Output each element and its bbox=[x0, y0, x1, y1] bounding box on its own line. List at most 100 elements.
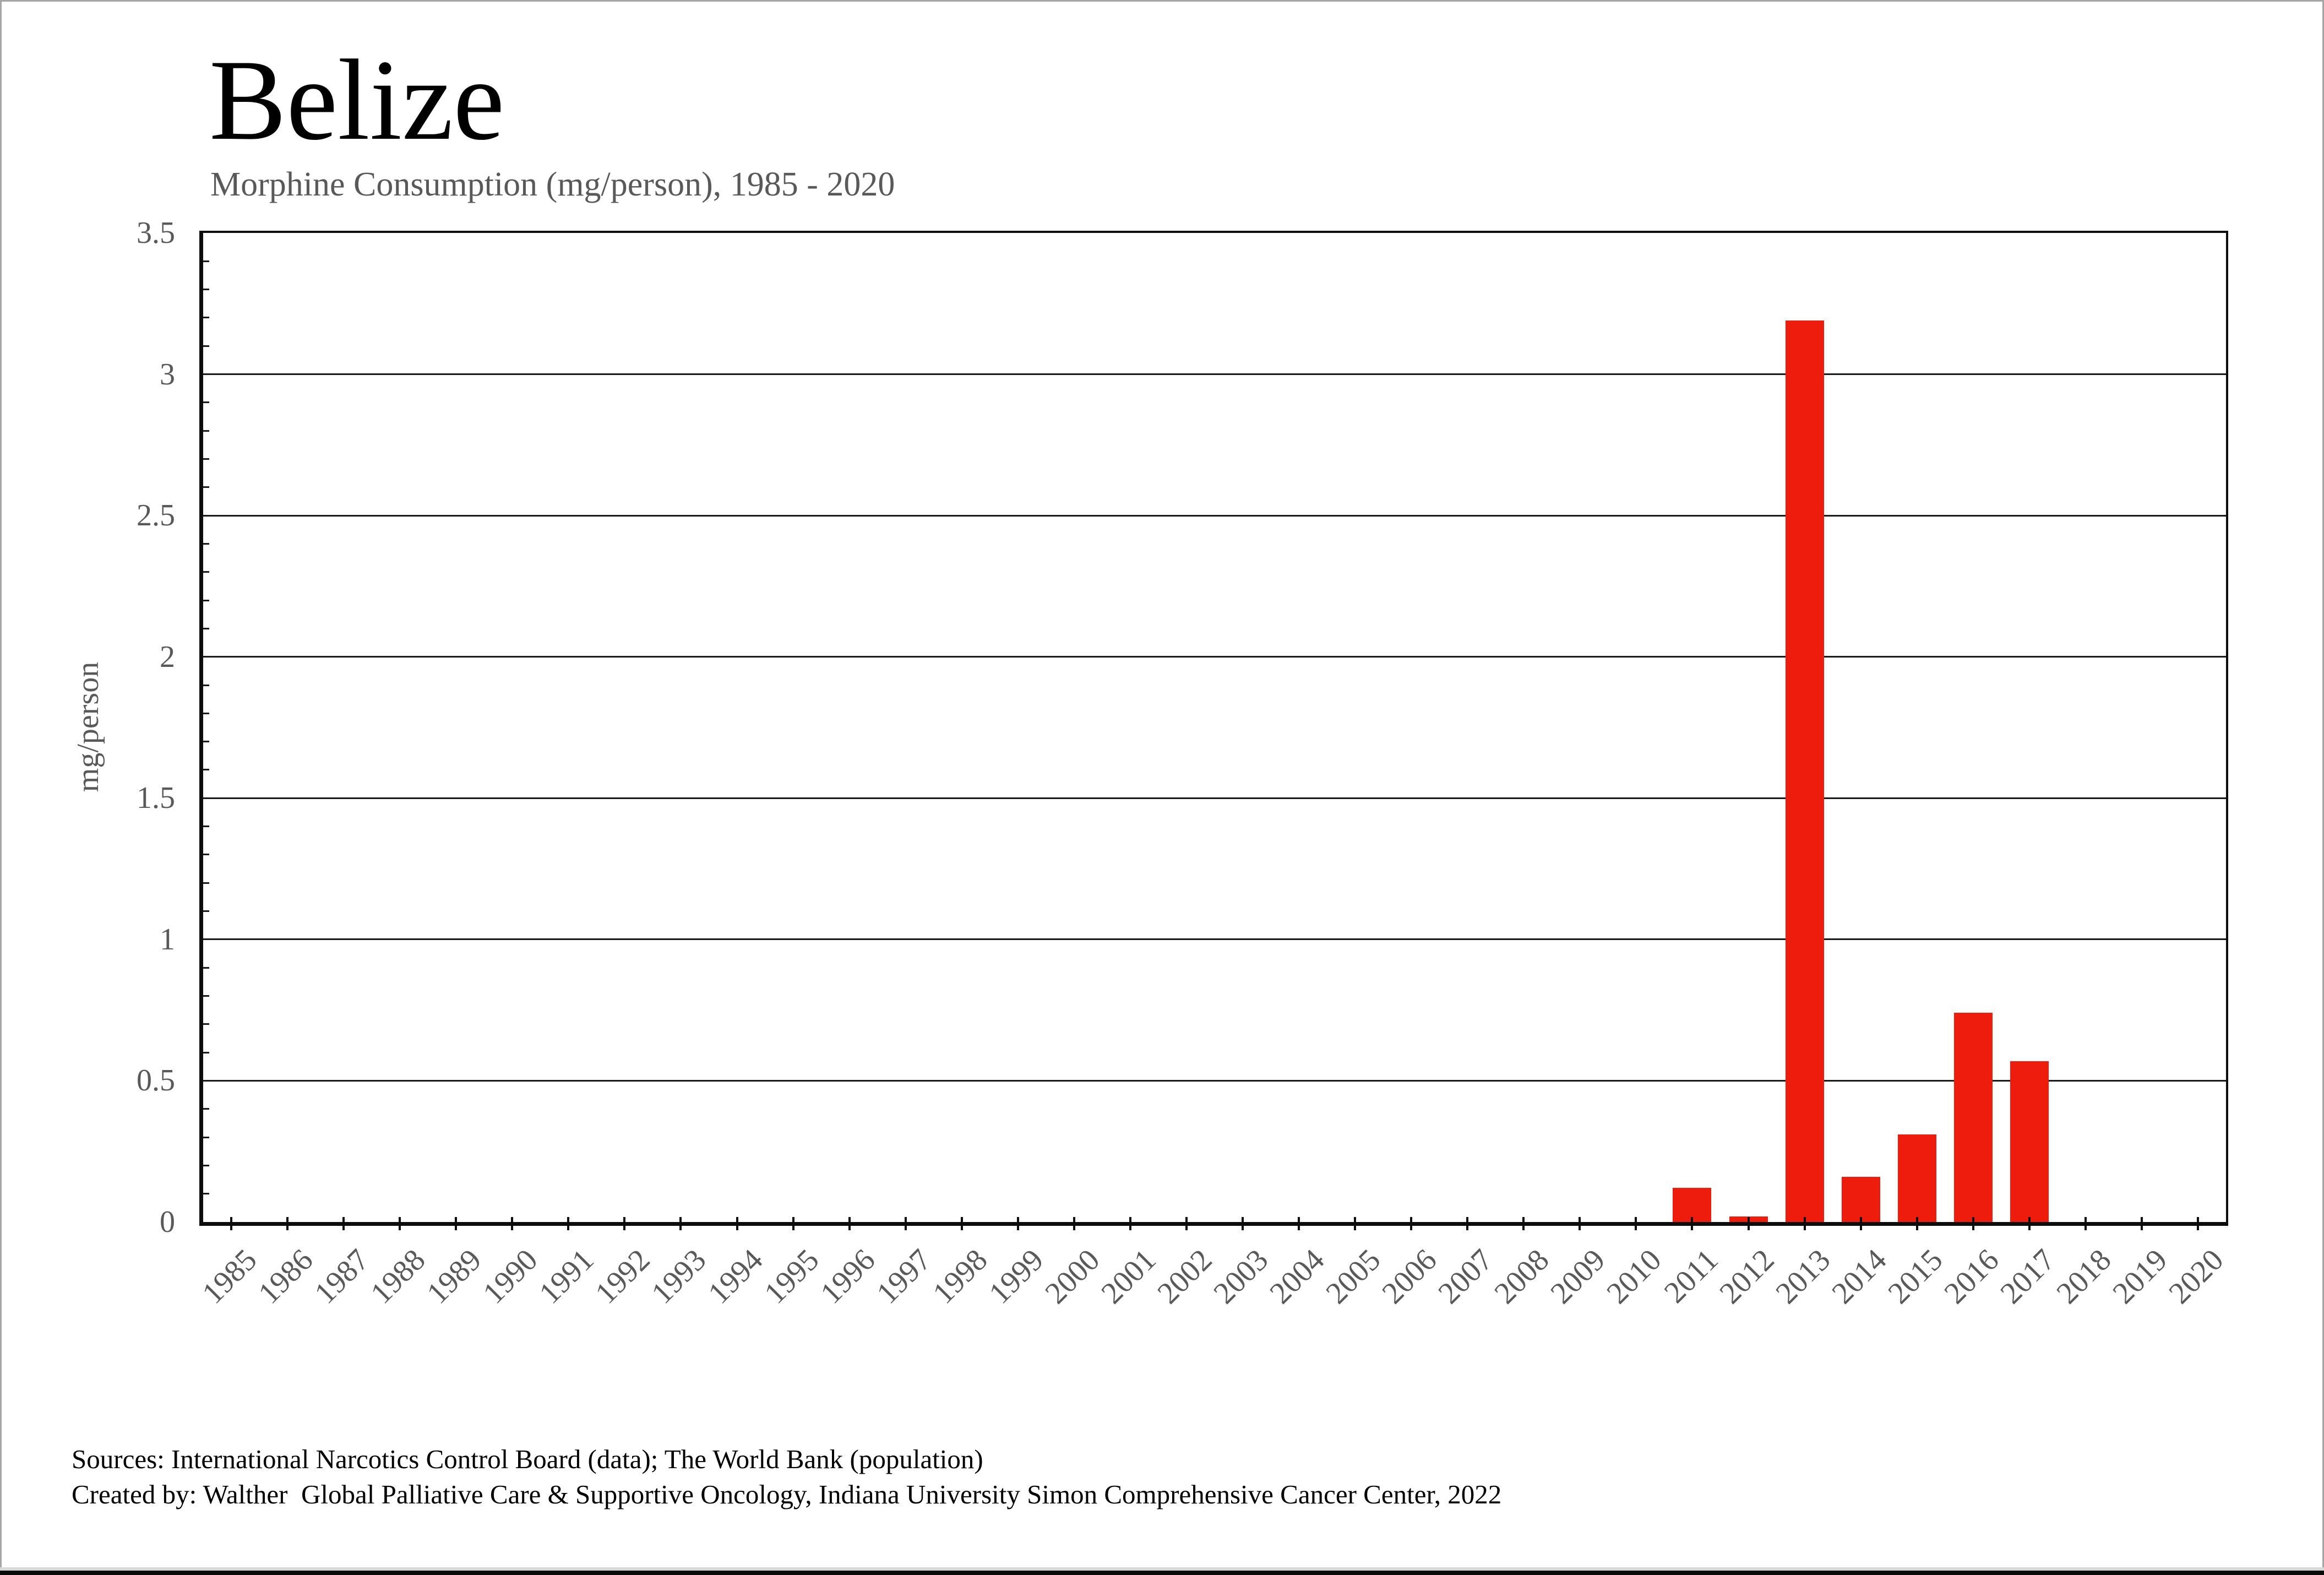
bar-2013 bbox=[1785, 321, 1824, 1222]
x-tick-2013 bbox=[1803, 1217, 1806, 1230]
y-minor-tick bbox=[203, 1051, 209, 1053]
x-tick-label-2005: 2005 bbox=[1319, 1242, 1387, 1311]
y-minor-tick bbox=[203, 260, 209, 262]
x-tick-2002 bbox=[1185, 1217, 1188, 1230]
y-tick-label-3.5: 3.5 bbox=[137, 216, 175, 250]
gridline-2.5 bbox=[203, 514, 2226, 517]
x-tick-label-1995: 1995 bbox=[758, 1242, 826, 1311]
x-tick-2019 bbox=[2140, 1217, 2143, 1230]
y-tick-label-2: 2 bbox=[160, 639, 175, 674]
gridline-3 bbox=[203, 373, 2226, 376]
source-attribution: Sources: International Narcotics Control… bbox=[72, 1442, 1501, 1512]
bar-2015 bbox=[1897, 1134, 1936, 1222]
y-minor-tick bbox=[203, 854, 209, 856]
plot-inner bbox=[203, 233, 2226, 1222]
x-tick-label-2009: 2009 bbox=[1544, 1242, 1612, 1311]
x-tick-label-2007: 2007 bbox=[1432, 1242, 1500, 1311]
x-tick-label-2004: 2004 bbox=[1263, 1242, 1331, 1311]
x-tick-1993 bbox=[679, 1217, 682, 1230]
x-tick-label-2013: 2013 bbox=[1769, 1242, 1837, 1311]
y-minor-tick bbox=[203, 430, 209, 432]
x-tick-2017 bbox=[2028, 1217, 2031, 1230]
x-tick-2015 bbox=[1915, 1217, 1918, 1230]
bottom-gray-strip bbox=[0, 1567, 2324, 1571]
x-tick-label-1996: 1996 bbox=[814, 1242, 882, 1311]
x-tick-2004 bbox=[1298, 1217, 1300, 1230]
x-tick-label-1987: 1987 bbox=[308, 1242, 376, 1311]
x-tick-label-2008: 2008 bbox=[1488, 1242, 1556, 1311]
x-tick-label-2010: 2010 bbox=[1600, 1242, 1668, 1311]
x-tick-1996 bbox=[848, 1217, 851, 1230]
bar-2014 bbox=[1841, 1176, 1880, 1222]
x-tick-1988 bbox=[399, 1217, 401, 1230]
y-tick-label-3: 3 bbox=[160, 357, 175, 392]
bar-2016 bbox=[1953, 1013, 1993, 1222]
y-axis-tick-labels: 0 0.5 1 1.5 2 2.5 3 3.5 bbox=[0, 0, 175, 1575]
chart-subtitle: Morphine Consumption (mg/person), 1985 -… bbox=[210, 166, 895, 203]
y-minor-tick bbox=[203, 684, 209, 686]
plot-area bbox=[199, 231, 2228, 1226]
bar-2011 bbox=[1673, 1188, 1712, 1222]
gridline-0.5 bbox=[203, 1079, 2226, 1082]
x-tick-label-2016: 2016 bbox=[1937, 1242, 2006, 1311]
x-tick-2020 bbox=[2196, 1217, 2199, 1230]
x-tick-2010 bbox=[1635, 1217, 1637, 1230]
y-minor-tick bbox=[203, 1136, 209, 1138]
y-minor-tick bbox=[203, 1193, 209, 1195]
y-minor-tick bbox=[203, 910, 209, 913]
y-minor-tick bbox=[203, 599, 209, 601]
y-minor-tick bbox=[203, 401, 209, 404]
y-minor-tick bbox=[203, 486, 209, 488]
x-tick-label-1999: 1999 bbox=[982, 1242, 1051, 1311]
y-minor-tick bbox=[203, 542, 209, 545]
y-tick-label-1.5: 1.5 bbox=[137, 781, 175, 816]
x-tick-1985 bbox=[230, 1217, 233, 1230]
x-tick-1989 bbox=[455, 1217, 458, 1230]
x-tick-label-1997: 1997 bbox=[870, 1242, 938, 1311]
x-tick-2007 bbox=[1466, 1217, 1469, 1230]
x-tick-label-1998: 1998 bbox=[926, 1242, 994, 1311]
x-tick-label-2019: 2019 bbox=[2106, 1242, 2174, 1311]
x-tick-label-1993: 1993 bbox=[645, 1242, 714, 1311]
x-tick-label-2006: 2006 bbox=[1375, 1242, 1444, 1311]
y-tick-label-0: 0 bbox=[160, 1205, 175, 1239]
y-minor-tick bbox=[203, 882, 209, 884]
x-tick-label-2001: 2001 bbox=[1095, 1242, 1163, 1311]
x-tick-label-1989: 1989 bbox=[420, 1242, 488, 1311]
chart-title: Belize bbox=[209, 36, 505, 164]
x-axis-ticks bbox=[203, 1217, 2226, 1230]
x-tick-1998 bbox=[960, 1217, 963, 1230]
bar-2017 bbox=[2010, 1061, 2049, 1222]
x-tick-label-1986: 1986 bbox=[252, 1242, 320, 1311]
gridline-1 bbox=[203, 938, 2226, 941]
x-tick-2001 bbox=[1129, 1217, 1131, 1230]
x-tick-1999 bbox=[1016, 1217, 1019, 1230]
y-minor-tick bbox=[203, 458, 209, 460]
x-tick-1987 bbox=[342, 1217, 345, 1230]
x-tick-1995 bbox=[792, 1217, 794, 1230]
x-tick-label-1994: 1994 bbox=[701, 1242, 770, 1311]
x-tick-label-2020: 2020 bbox=[2162, 1242, 2230, 1311]
sources-line: Sources: International Narcotics Control… bbox=[72, 1444, 983, 1474]
x-tick-2008 bbox=[1522, 1217, 1525, 1230]
y-minor-tick bbox=[203, 1164, 209, 1166]
y-minor-tick bbox=[203, 825, 209, 828]
x-tick-label-1990: 1990 bbox=[476, 1242, 545, 1311]
x-tick-2014 bbox=[1859, 1217, 1862, 1230]
x-tick-label-1985: 1985 bbox=[195, 1242, 264, 1311]
x-tick-2009 bbox=[1579, 1217, 1581, 1230]
gridline-1.5 bbox=[203, 797, 2226, 799]
created-by-line: Created by: Walther Global Palliative Ca… bbox=[72, 1479, 1502, 1509]
y-minor-tick bbox=[203, 317, 209, 319]
y-minor-tick bbox=[203, 1023, 209, 1025]
x-tick-2000 bbox=[1073, 1217, 1075, 1230]
y-minor-tick bbox=[203, 741, 209, 743]
x-tick-1992 bbox=[623, 1217, 626, 1230]
x-tick-2011 bbox=[1691, 1217, 1694, 1230]
x-tick-2016 bbox=[1972, 1217, 1974, 1230]
x-tick-1991 bbox=[567, 1217, 570, 1230]
y-minor-tick bbox=[203, 345, 209, 347]
x-tick-1986 bbox=[286, 1217, 289, 1230]
x-tick-label-1992: 1992 bbox=[589, 1242, 657, 1311]
